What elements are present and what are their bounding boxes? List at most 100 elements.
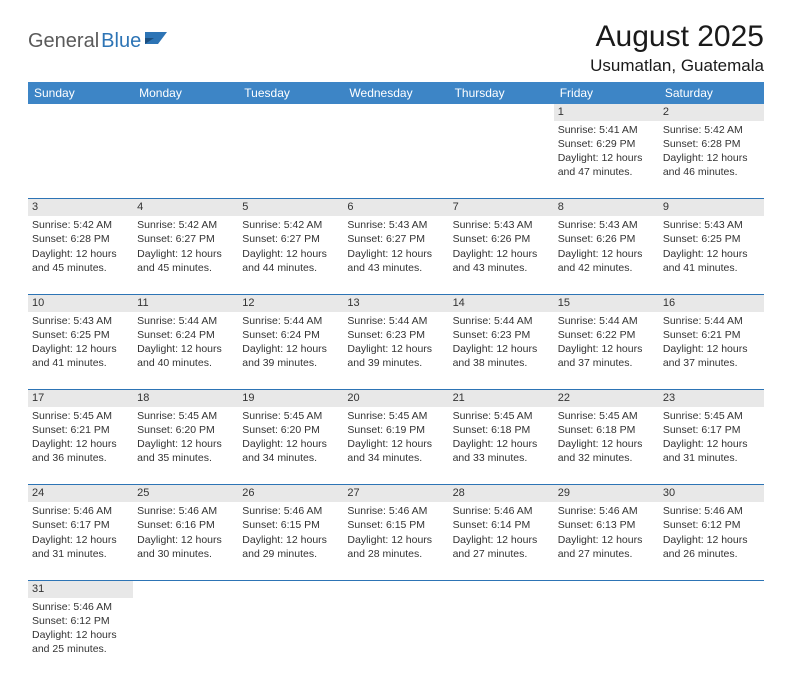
logo-text-blue: Blue	[101, 30, 141, 53]
day-details: Sunrise: 5:46 AMSunset: 6:16 PMDaylight:…	[137, 504, 234, 561]
flag-icon	[145, 30, 171, 53]
day-number: 26	[238, 485, 343, 502]
day-cell	[133, 121, 238, 199]
day-number: 25	[133, 485, 238, 502]
day-number	[133, 104, 238, 121]
day-details: Sunrise: 5:42 AMSunset: 6:28 PMDaylight:…	[663, 123, 760, 180]
day-cell	[449, 121, 554, 199]
weekday-header: Tuesday	[238, 82, 343, 104]
day-number: 13	[343, 294, 448, 311]
day-cell: Sunrise: 5:44 AMSunset: 6:21 PMDaylight:…	[659, 312, 764, 390]
daynum-row: 10111213141516	[28, 294, 764, 311]
day-cell: Sunrise: 5:45 AMSunset: 6:17 PMDaylight:…	[659, 407, 764, 485]
weekday-header: Monday	[133, 82, 238, 104]
day-details: Sunrise: 5:44 AMSunset: 6:24 PMDaylight:…	[242, 314, 339, 371]
day-details: Sunrise: 5:46 AMSunset: 6:15 PMDaylight:…	[347, 504, 444, 561]
day-cell: Sunrise: 5:44 AMSunset: 6:23 PMDaylight:…	[449, 312, 554, 390]
day-cell	[238, 598, 343, 676]
day-cell: Sunrise: 5:42 AMSunset: 6:28 PMDaylight:…	[28, 216, 133, 294]
day-details: Sunrise: 5:42 AMSunset: 6:27 PMDaylight:…	[242, 218, 339, 275]
calendar-head: SundayMondayTuesdayWednesdayThursdayFrid…	[28, 82, 764, 104]
header: General Blue August 2025 Usumatlan, Guat…	[28, 20, 764, 76]
weekday-header: Thursday	[449, 82, 554, 104]
day-details: Sunrise: 5:44 AMSunset: 6:23 PMDaylight:…	[347, 314, 444, 371]
week-row: Sunrise: 5:43 AMSunset: 6:25 PMDaylight:…	[28, 312, 764, 390]
day-number: 16	[659, 294, 764, 311]
week-row: Sunrise: 5:41 AMSunset: 6:29 PMDaylight:…	[28, 121, 764, 199]
day-details: Sunrise: 5:43 AMSunset: 6:26 PMDaylight:…	[558, 218, 655, 275]
day-number: 22	[554, 390, 659, 407]
day-details: Sunrise: 5:45 AMSunset: 6:19 PMDaylight:…	[347, 409, 444, 466]
day-details: Sunrise: 5:45 AMSunset: 6:20 PMDaylight:…	[242, 409, 339, 466]
day-details: Sunrise: 5:46 AMSunset: 6:17 PMDaylight:…	[32, 504, 129, 561]
day-number	[449, 580, 554, 597]
day-cell: Sunrise: 5:45 AMSunset: 6:18 PMDaylight:…	[554, 407, 659, 485]
day-cell: Sunrise: 5:46 AMSunset: 6:16 PMDaylight:…	[133, 502, 238, 580]
weekday-header: Friday	[554, 82, 659, 104]
day-number: 27	[343, 485, 448, 502]
day-cell	[343, 598, 448, 676]
day-cell: Sunrise: 5:46 AMSunset: 6:15 PMDaylight:…	[238, 502, 343, 580]
weekday-header: Saturday	[659, 82, 764, 104]
day-number: 11	[133, 294, 238, 311]
day-details: Sunrise: 5:41 AMSunset: 6:29 PMDaylight:…	[558, 123, 655, 180]
daynum-row: 12	[28, 104, 764, 121]
day-details: Sunrise: 5:46 AMSunset: 6:12 PMDaylight:…	[663, 504, 760, 561]
day-details: Sunrise: 5:43 AMSunset: 6:27 PMDaylight:…	[347, 218, 444, 275]
day-number: 30	[659, 485, 764, 502]
day-cell: Sunrise: 5:43 AMSunset: 6:26 PMDaylight:…	[449, 216, 554, 294]
day-number	[238, 104, 343, 121]
day-number: 10	[28, 294, 133, 311]
day-number	[238, 580, 343, 597]
day-number: 1	[554, 104, 659, 121]
day-cell: Sunrise: 5:44 AMSunset: 6:23 PMDaylight:…	[343, 312, 448, 390]
day-number	[554, 580, 659, 597]
daynum-row: 17181920212223	[28, 390, 764, 407]
day-number: 31	[28, 580, 133, 597]
day-details: Sunrise: 5:43 AMSunset: 6:25 PMDaylight:…	[663, 218, 760, 275]
day-number: 29	[554, 485, 659, 502]
day-details: Sunrise: 5:44 AMSunset: 6:21 PMDaylight:…	[663, 314, 760, 371]
day-details: Sunrise: 5:44 AMSunset: 6:24 PMDaylight:…	[137, 314, 234, 371]
day-number: 28	[449, 485, 554, 502]
week-row: Sunrise: 5:46 AMSunset: 6:17 PMDaylight:…	[28, 502, 764, 580]
calendar-table: SundayMondayTuesdayWednesdayThursdayFrid…	[28, 82, 764, 676]
day-number	[343, 104, 448, 121]
day-details: Sunrise: 5:43 AMSunset: 6:25 PMDaylight:…	[32, 314, 129, 371]
week-row: Sunrise: 5:45 AMSunset: 6:21 PMDaylight:…	[28, 407, 764, 485]
day-details: Sunrise: 5:45 AMSunset: 6:18 PMDaylight:…	[453, 409, 550, 466]
day-number	[449, 104, 554, 121]
day-details: Sunrise: 5:45 AMSunset: 6:17 PMDaylight:…	[663, 409, 760, 466]
weekday-row: SundayMondayTuesdayWednesdayThursdayFrid…	[28, 82, 764, 104]
day-number: 21	[449, 390, 554, 407]
day-cell	[28, 121, 133, 199]
day-number: 3	[28, 199, 133, 216]
day-details: Sunrise: 5:42 AMSunset: 6:28 PMDaylight:…	[32, 218, 129, 275]
day-number	[343, 580, 448, 597]
day-cell: Sunrise: 5:45 AMSunset: 6:19 PMDaylight:…	[343, 407, 448, 485]
day-number: 18	[133, 390, 238, 407]
calendar-body: 12 Sunrise: 5:41 AMSunset: 6:29 PMDayligh…	[28, 104, 764, 676]
page: General Blue August 2025 Usumatlan, Guat…	[0, 0, 792, 686]
day-number: 24	[28, 485, 133, 502]
day-cell: Sunrise: 5:43 AMSunset: 6:25 PMDaylight:…	[659, 216, 764, 294]
day-cell	[238, 121, 343, 199]
day-cell: Sunrise: 5:41 AMSunset: 6:29 PMDaylight:…	[554, 121, 659, 199]
day-cell: Sunrise: 5:46 AMSunset: 6:17 PMDaylight:…	[28, 502, 133, 580]
day-cell: Sunrise: 5:42 AMSunset: 6:28 PMDaylight:…	[659, 121, 764, 199]
daynum-row: 31	[28, 580, 764, 597]
daynum-row: 3456789	[28, 199, 764, 216]
day-cell: Sunrise: 5:44 AMSunset: 6:24 PMDaylight:…	[238, 312, 343, 390]
day-number: 9	[659, 199, 764, 216]
day-cell: Sunrise: 5:43 AMSunset: 6:25 PMDaylight:…	[28, 312, 133, 390]
day-cell: Sunrise: 5:44 AMSunset: 6:24 PMDaylight:…	[133, 312, 238, 390]
day-cell: Sunrise: 5:46 AMSunset: 6:13 PMDaylight:…	[554, 502, 659, 580]
logo-text-general: General	[28, 30, 99, 53]
day-details: Sunrise: 5:46 AMSunset: 6:14 PMDaylight:…	[453, 504, 550, 561]
day-cell: Sunrise: 5:46 AMSunset: 6:15 PMDaylight:…	[343, 502, 448, 580]
day-number: 4	[133, 199, 238, 216]
day-details: Sunrise: 5:46 AMSunset: 6:13 PMDaylight:…	[558, 504, 655, 561]
day-cell	[449, 598, 554, 676]
day-number: 7	[449, 199, 554, 216]
weekday-header: Sunday	[28, 82, 133, 104]
